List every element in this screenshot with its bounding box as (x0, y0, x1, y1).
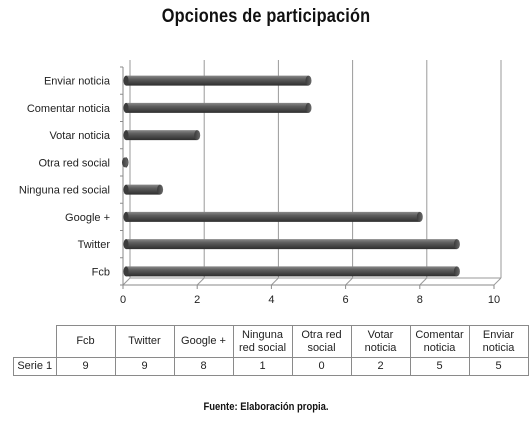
table-value-cell: 5 (468, 357, 529, 376)
bar-google- (123, 211, 423, 222)
bar-votar-noticia (123, 130, 201, 141)
chart-axes (120, 60, 501, 289)
table-value-cell: 2 (350, 357, 411, 376)
x-tick-label: 10 (488, 294, 500, 306)
table-header-cell: Enviar noticia (468, 325, 529, 358)
category-label: Otra red social (38, 157, 110, 169)
gridline-floor-5 (493, 277, 502, 286)
bar-ninguna-red-social (123, 184, 164, 195)
table-corner (14, 326, 57, 358)
table-header-cell: Comentar noticia (409, 325, 470, 358)
table-value-cell: 1 (232, 357, 293, 376)
x-tick-label: 0 (120, 294, 126, 306)
bar-enviar-noticia (123, 75, 312, 86)
table-value-cell: 5 (409, 357, 470, 376)
x-tick-label: 8 (417, 294, 423, 306)
data-table: Fcb Twitter Google + Ninguna red social Otra… (13, 325, 529, 376)
category-label: Comentar noticia (27, 103, 111, 115)
table-header-cell: Ninguna red social (232, 325, 293, 358)
category-label: Votar noticia (49, 130, 110, 142)
x-tick-labels: 0 2 4 6 8 10 (120, 294, 500, 306)
table-header-cell: Fcb (55, 325, 116, 358)
table-value-cell: 9 (55, 357, 116, 376)
gridline-floor-0 (122, 277, 131, 286)
category-labels: Fcb Twitter Google + Ninguna red social Otra… (19, 76, 111, 279)
table-header-cell: Twitter (114, 325, 175, 358)
chart-bars (122, 75, 460, 277)
bar-comentar-noticia (123, 102, 312, 113)
table-header-cell: Votar noticia (350, 325, 411, 358)
chart-title: Opciones de participación (161, 6, 371, 27)
bar-otra-red-social (122, 157, 129, 168)
source-note: Fuente: Elaboración propia. (203, 401, 329, 413)
gridline-floor-3 (345, 277, 353, 286)
x-tick-label: 6 (343, 294, 349, 306)
table-value-cell: 8 (173, 357, 234, 376)
category-label: Fcb (92, 266, 110, 278)
table-value-cell: 0 (291, 357, 352, 376)
category-label: Enviar noticia (44, 76, 111, 88)
gridline-floor-4 (419, 277, 428, 286)
gridline-floor-1 (196, 277, 205, 286)
gridline-floor-2 (271, 277, 279, 286)
table-header-cell: Otra red social (291, 325, 352, 358)
chart-gridlines (122, 60, 502, 286)
data-table-header-row: Fcb Twitter Google + Ninguna red social Otra… (14, 325, 529, 358)
x-tick-label: 2 (194, 294, 200, 306)
category-label: Ninguna red social (19, 185, 110, 197)
x-tick-label: 4 (268, 294, 274, 306)
series-name-cell: Serie 1 (13, 357, 57, 376)
category-label: Twitter (78, 239, 111, 251)
bar-fcb (123, 266, 460, 277)
category-label: Google + (65, 212, 110, 224)
bar-twitter (123, 239, 460, 250)
table-header-cell: Google + (173, 325, 234, 358)
bar-chart: Fcb Twitter Google + Ninguna red social Otra… (19, 60, 502, 306)
table-value-cell: 9 (114, 357, 175, 376)
